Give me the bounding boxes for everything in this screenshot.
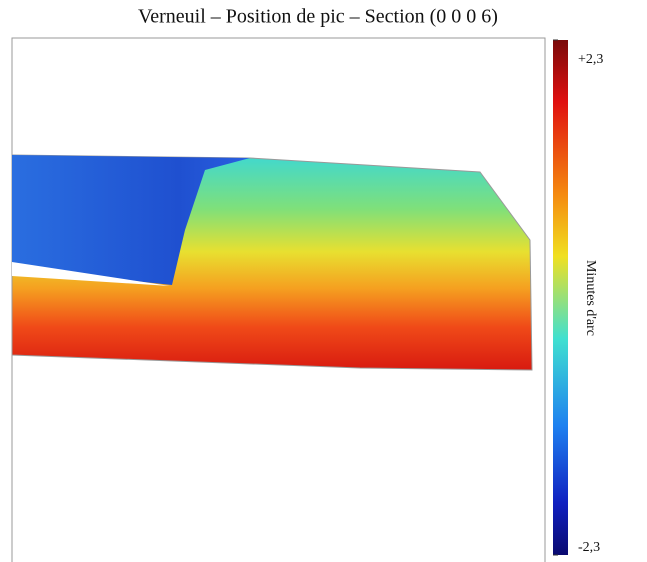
colorbar-label: Minutes d'arc: [583, 260, 598, 336]
crack: [12, 262, 170, 286]
colorbar: [553, 40, 568, 555]
colorbar-tick-label: +2,3: [578, 52, 603, 67]
chart-title: Verneuil – Position de pic – Section (0 …: [138, 6, 498, 28]
blue-region: [12, 155, 250, 285]
colorbar-tick-label: -2,3: [578, 540, 600, 555]
